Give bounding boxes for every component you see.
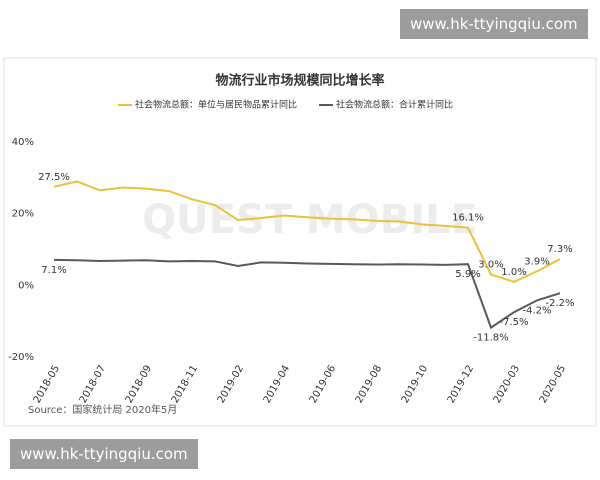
data-label: -4.2% [522, 305, 551, 316]
y-tick-label: 20% [12, 209, 34, 220]
series-line [53, 180, 561, 283]
data-label: 3.0% [478, 260, 503, 271]
data-label: 27.5% [38, 172, 70, 183]
y-tick-label: 40% [12, 137, 34, 148]
data-label: -11.8% [473, 333, 508, 344]
watermark-box: www.hk-ttyingqiu.com [400, 9, 588, 39]
data-label: 5.9% [455, 269, 480, 280]
series-line [53, 258, 561, 330]
y-tick-label: 0% [18, 280, 34, 291]
source: Source：国家统计局 2020年5月 [28, 403, 177, 416]
legend-label: 社会物流总额：单位与居民物品累计同比 [135, 99, 297, 111]
watermark: QUEST MOBILE [142, 197, 478, 243]
y-tick-label: -20% [8, 352, 34, 363]
data-label: 16.1% [452, 213, 484, 224]
card [3, 57, 597, 427]
data-label: 7.3% [547, 244, 572, 255]
chart-title: 物流行业市场规模同比增长率 [215, 73, 384, 89]
data-label: 3.9% [524, 256, 549, 267]
data-label: -7.5% [499, 317, 528, 328]
data-label: -2.2% [545, 298, 574, 309]
watermark-box: www.hk-ttyingqiu.com [10, 439, 198, 469]
data-label: 7.1% [41, 265, 66, 276]
data-label: 1.0% [501, 267, 526, 278]
legend-label: 社会物流总额：合计累计同比 [336, 99, 453, 111]
